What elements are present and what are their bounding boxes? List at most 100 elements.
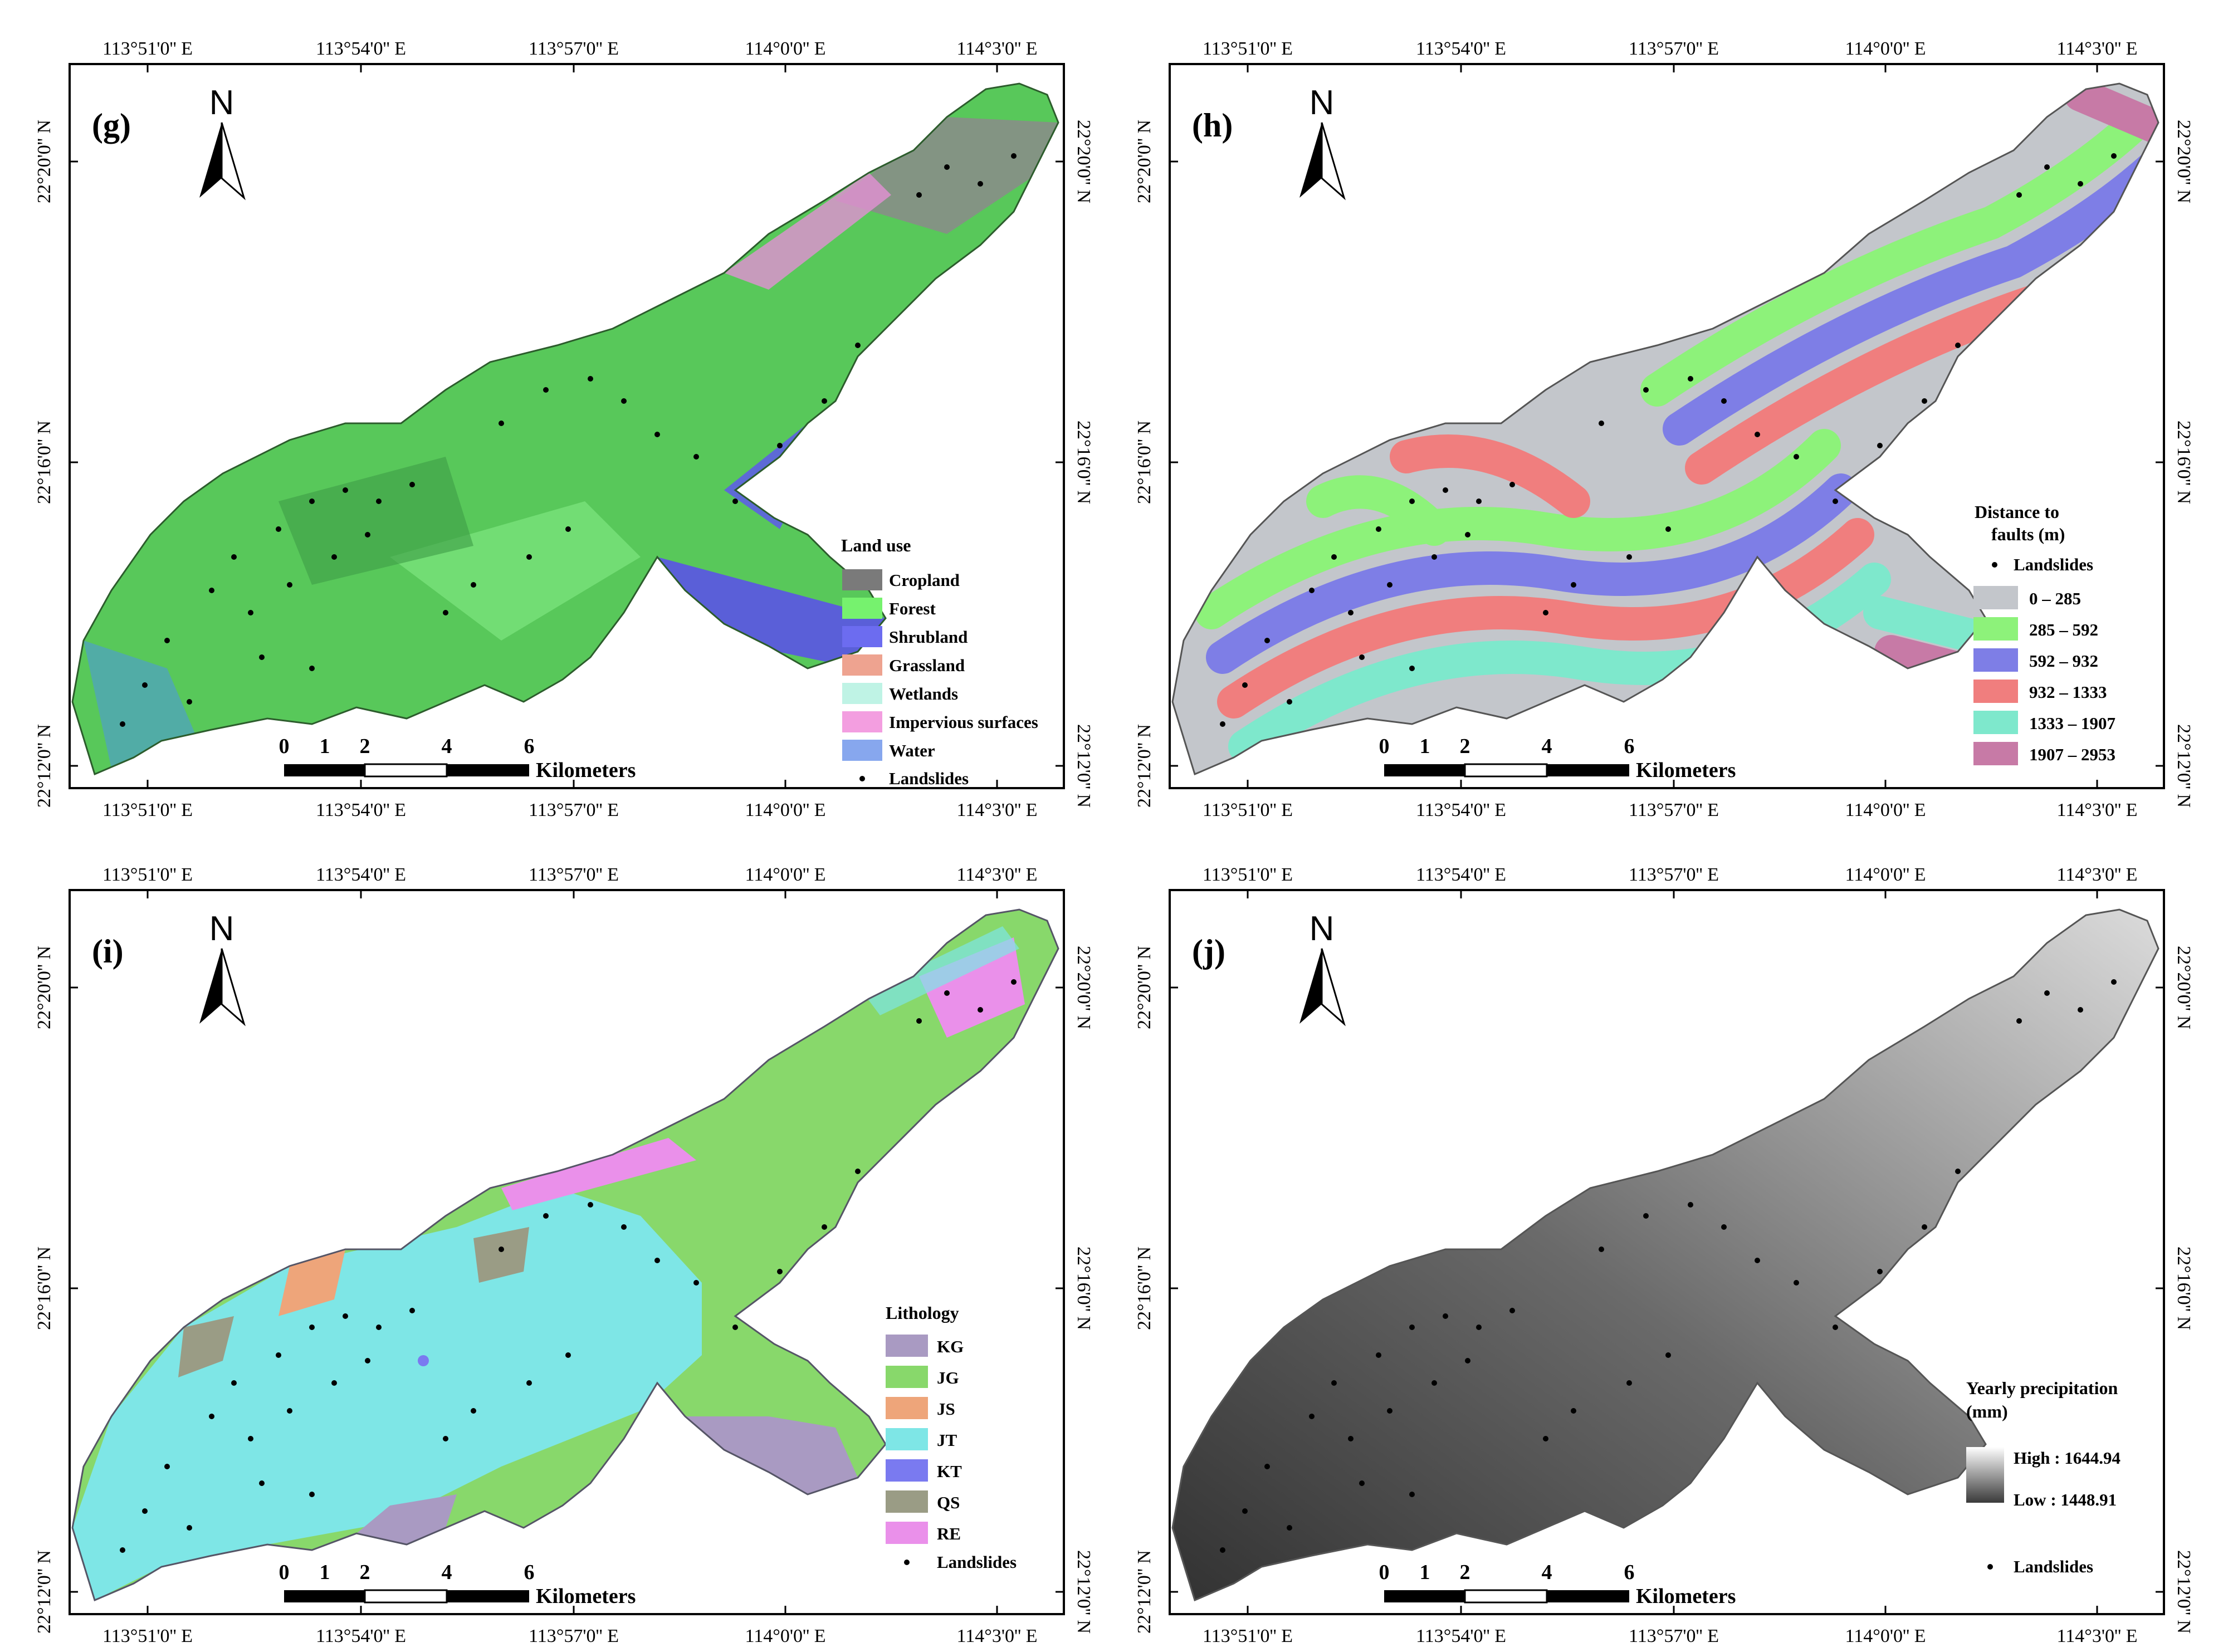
lat-label: 22°12'0'' N	[1134, 724, 1155, 808]
frame-ticks	[1170, 890, 2164, 1614]
lon-label: 114°3'0'' E	[957, 864, 1038, 885]
latitude-labels-left: 22°20'0'' N 22°16'0'' N 22°12'0'' N	[34, 120, 55, 808]
lon-label: 113°57'0'' E	[529, 864, 619, 885]
legend-item: RE	[937, 1524, 961, 1543]
landslide-points-h	[1220, 153, 2117, 727]
map-canvas-h: 113°51'0'' E 113°54'0'' E 113°57'0'' E 1…	[1134, 38, 2194, 820]
lat-label: 22°12'0'' N	[1134, 1550, 1155, 1634]
legend-item: JT	[937, 1430, 957, 1450]
legend-swatch	[842, 740, 882, 761]
lon-label: 114°3'0'' E	[957, 38, 1038, 59]
lon-label: 113°54'0'' E	[316, 38, 406, 59]
north-label: N	[1310, 910, 1335, 948]
legend-land-use: Land use Cropland Forest Shrubland Grass…	[841, 535, 1038, 788]
scale-bar: 0 1 2 4 6 Kilometers	[1379, 1561, 1736, 1608]
scale-tick: 6	[524, 735, 535, 758]
north-arrow-icon: N	[199, 84, 246, 201]
panel-label: (i)	[92, 933, 124, 970]
longitude-labels-bottom: 113°51'0'' E 113°54'0'' E 113°57'0'' E 1…	[1203, 1626, 2137, 1646]
lat-label: 22°20'0'' N	[2173, 120, 2194, 203]
lon-label: 113°57'0'' E	[529, 1626, 619, 1646]
legend-item: Water	[889, 741, 935, 760]
lon-label: 114°0'0'' E	[745, 864, 826, 885]
latitude-labels-right: 22°20'0'' N 22°16'0'' N 22°12'0'' N	[1073, 120, 1094, 808]
scale-unit: Kilometers	[536, 759, 636, 782]
legend-item: Impervious surfaces	[889, 712, 1038, 732]
legend-item: Wetlands	[889, 684, 958, 703]
legend-item: JS	[937, 1399, 955, 1419]
legend-swatch	[1973, 586, 2018, 609]
panel-label: (h)	[1192, 107, 1233, 144]
scale-tick: 2	[360, 1561, 370, 1584]
legend-precipitation: Yearly precipitation (mm) High : 1644.94…	[1966, 1378, 2120, 1576]
legend-swatch	[886, 1335, 928, 1357]
lon-label: 113°54'0'' E	[1416, 1626, 1506, 1646]
landslide-dot-icon	[859, 776, 865, 781]
lat-label: 22°16'0'' N	[2173, 1247, 2194, 1330]
lon-label: 113°57'0'' E	[1629, 38, 1719, 59]
latitude-labels-right: 22°20'0'' N 22°16'0'' N 22°12'0'' N	[1073, 946, 1094, 1634]
latitude-labels-left: 22°20'0'' N 22°16'0'' N 22°12'0'' N	[1134, 946, 1155, 1634]
lon-label: 114°0'0'' E	[1845, 38, 1926, 59]
scale-unit: Kilometers	[1636, 1585, 1736, 1608]
legend-swatch	[842, 598, 882, 619]
scale-tick: 6	[1624, 1561, 1635, 1584]
latitude-labels-left: 22°20'0'' N 22°16'0'' N 22°12'0'' N	[1134, 120, 1155, 808]
legend-swatch	[1973, 680, 2018, 703]
lon-label: 113°54'0'' E	[316, 800, 406, 820]
lon-label: 113°57'0'' E	[529, 800, 619, 820]
legend-title: faults (m)	[1991, 524, 2065, 544]
legend-item: JG	[937, 1368, 959, 1387]
legend-item: Shrubland	[889, 627, 968, 647]
scale-tick: 0	[1379, 1561, 1390, 1584]
scale-tick: 2	[1460, 1561, 1470, 1584]
lon-label: 113°51'0'' E	[1203, 1626, 1293, 1646]
lon-label: 113°54'0'' E	[1416, 800, 1506, 820]
landslide-dot-icon	[1992, 562, 1997, 568]
panel-label: (g)	[92, 107, 131, 144]
legend-item: 1907 – 2953	[2029, 745, 2115, 764]
legend-item: Cropland	[889, 570, 960, 590]
lat-label: 22°16'0'' N	[2173, 421, 2194, 504]
lon-label: 113°57'0'' E	[1629, 800, 1719, 820]
scale-tick: 1	[320, 1561, 330, 1584]
legend-item: KT	[937, 1462, 962, 1481]
lon-label: 113°51'0'' E	[102, 1626, 193, 1646]
lon-label: 114°3'0'' E	[2057, 800, 2138, 820]
legend-item: Landslides	[2014, 555, 2093, 574]
lat-label: 22°20'0'' N	[1073, 120, 1094, 203]
legend-swatch	[842, 569, 882, 590]
legend-item: 0 – 285	[2029, 589, 2081, 608]
legend-item: Landslides	[2014, 1557, 2093, 1576]
north-arrow-icon: N	[1299, 84, 1346, 201]
latitude-labels-right: 22°20'0'' N 22°16'0'' N 22°12'0'' N	[2173, 946, 2194, 1634]
longitude-labels-bottom: 113°51'0'' E 113°54'0'' E 113°57'0'' E 1…	[1203, 800, 2137, 820]
lon-label: 113°51'0'' E	[102, 864, 193, 885]
scale-bar: 0 1 2 4 6 Kilometers	[1379, 735, 1736, 782]
scale-tick: 1	[1420, 1561, 1430, 1584]
lon-label: 113°54'0'' E	[316, 1626, 406, 1646]
lon-label: 114°0'0'' E	[1845, 800, 1926, 820]
legend-item: 592 – 932	[2029, 651, 2098, 671]
scale-tick: 4	[442, 1561, 452, 1584]
lon-label: 113°51'0'' E	[102, 38, 193, 59]
lat-label: 22°20'0'' N	[34, 120, 55, 203]
scale-tick: 2	[1460, 735, 1470, 758]
lon-label: 114°0'0'' E	[1845, 864, 1926, 885]
legend-swatch	[1973, 711, 2018, 734]
scale-tick: 6	[524, 1561, 535, 1584]
legend-low: Low : 1448.91	[2014, 1490, 2117, 1509]
legend-lithology: Lithology KG JG JS JT KT QS RE Landslide…	[886, 1303, 1017, 1572]
lat-label: 22°12'0'' N	[34, 724, 55, 808]
longitude-labels-bottom: 113°51'0'' E 113°54'0'' E 113°57'0'' E 1…	[102, 1626, 1037, 1646]
map-canvas-i: 113°51'0'' E 113°54'0'' E 113°57'0'' E 1…	[34, 864, 1094, 1646]
scale-tick: 4	[1542, 735, 1552, 758]
scale-tick: 0	[279, 735, 290, 758]
landslide-dot-icon	[904, 1560, 910, 1565]
north-arrow-icon: N	[199, 910, 246, 1027]
lon-label: 113°51'0'' E	[1203, 800, 1293, 820]
frame-ticks	[70, 890, 1064, 1614]
legend-swatch	[886, 1459, 928, 1482]
legend-item: QS	[937, 1493, 960, 1512]
longitude-labels-top: 113°51'0'' E 113°54'0'' E 113°57'0'' E 1…	[1203, 38, 2137, 59]
